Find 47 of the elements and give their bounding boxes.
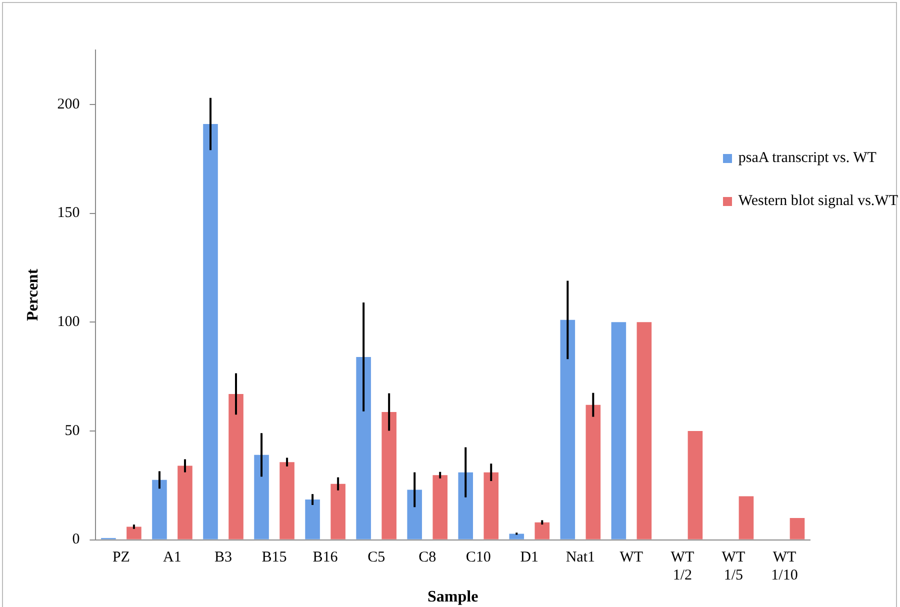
x-tick-label: WT 1/10 [771,550,798,584]
bar [611,322,626,540]
y-tick-label: 100 [57,314,80,330]
bar [203,124,218,540]
bar [432,475,448,540]
bar [382,412,396,540]
bar [458,472,474,540]
x-tick-label: C5 [368,550,386,566]
x-tick-label: WT 1/5 [722,550,746,584]
bar [126,526,142,540]
x-tick-label: B16 [312,550,338,566]
bar [509,534,524,540]
x-tick-label: A1 [163,550,182,566]
x-tick-label: B15 [262,550,287,566]
y-tick-label: 0 [72,532,80,548]
legend-label: psaA transcript vs. WT [738,150,876,167]
x-tick-label: WT [620,550,644,566]
bar [586,404,601,540]
bar [280,462,294,540]
x-tick-label: B3 [214,550,232,566]
bar [356,356,371,540]
bar [305,500,320,540]
y-tick-label: 200 [57,96,80,112]
bar [330,484,346,540]
x-tick-label: D1 [520,550,539,566]
x-axis-title: Sample [428,588,478,606]
x-tick-label: C8 [418,550,436,566]
x-tick-label: Nat1 [566,550,595,566]
bar [254,454,269,540]
x-tick-label: C10 [466,550,491,566]
bar [560,320,576,540]
y-tick-label: 50 [64,422,80,439]
x-tick-label: WT 1/2 [670,550,694,584]
bar [636,322,652,540]
bar [738,496,754,540]
y-tick-label: 150 [57,205,80,222]
bar [790,518,805,540]
y-axis-title: Percent [24,268,42,321]
x-tick-label: PZ [112,550,130,566]
bar [688,430,703,540]
bar [484,472,499,540]
bar [228,394,244,540]
bar [152,480,167,540]
bar [178,466,192,540]
bar [407,490,422,540]
legend-label: Western blot signal vs.WT [738,193,898,210]
bar [534,522,550,540]
